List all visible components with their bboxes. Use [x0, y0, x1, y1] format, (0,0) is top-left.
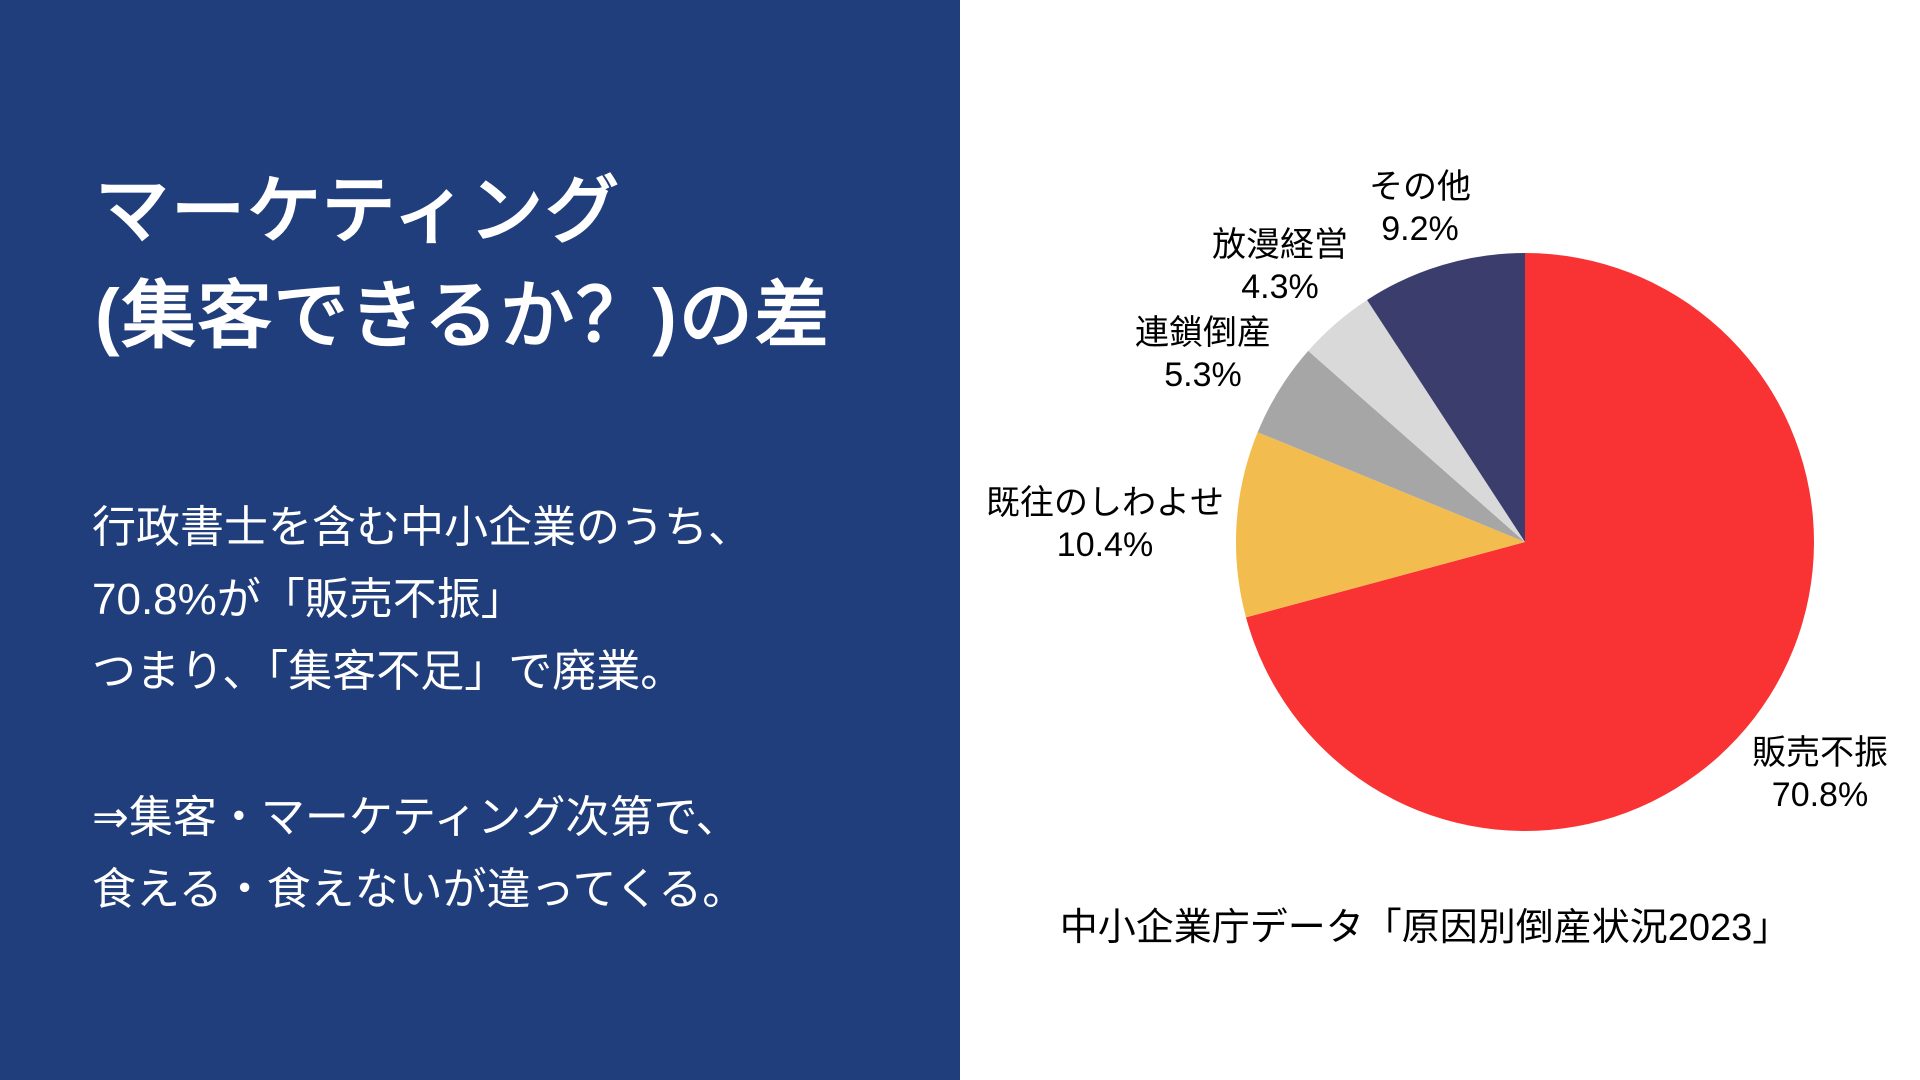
body-paragraph-1: 行政書士を含む中小企業のうち、 70.8%が「販売不振」 つまり、「集客不足」で… — [92, 492, 752, 708]
pie-label-name: 既往のしわよせ — [986, 484, 1224, 522]
body-para1-line2: 70.8%が「販売不振」 — [92, 575, 525, 624]
body-para2-line2: 食える・食えないが違ってくる。 — [92, 865, 747, 914]
pie-label-houman-keiei: 放漫経営 4.3% — [1150, 224, 1410, 308]
pie-label-value: 5.3% — [1164, 356, 1242, 394]
pie-slice-販売不振 — [1246, 253, 1814, 831]
pie-label-name: その他 — [1369, 168, 1471, 206]
pie-label-rensa-tousan: 連鎖倒産 5.3% — [1073, 312, 1333, 396]
pie-label-name: 販売不振 — [1752, 734, 1888, 772]
body-para2-line1: ⇒集客・マーケティング次第で、 — [92, 793, 740, 842]
slide-title-line2: (集客できるか？)の差 — [95, 274, 831, 357]
slide-title: マーケティング (集客できるか？)の差 — [95, 158, 831, 368]
pie-label-value: 4.3% — [1241, 268, 1319, 306]
chart-source-caption: 中小企業庁データ「原因別倒産状況2023」 — [1059, 907, 1791, 949]
pie-label-value: 70.8% — [1771, 776, 1869, 814]
slide-title-line1: マーケティング — [95, 169, 622, 252]
pie-chart — [1236, 253, 1814, 831]
pie-slice-放漫経営 — [1308, 299, 1525, 542]
pie-label-kiou-no-shiwayose: 既往のしわよせ 10.4% — [972, 482, 1238, 566]
pie-label-name: 放漫経営 — [1212, 226, 1348, 264]
pie-slice-既往のしわよせ — [1236, 432, 1525, 618]
chart-panel: 販売不振 70.8% 既往のしわよせ 10.4% 連鎖倒産 5.3% 放漫経営 … — [960, 0, 1920, 1080]
body-para1-line1: 行政書士を含む中小企業のうち、 — [92, 503, 752, 552]
left-text-panel: マーケティング (集客できるか？)の差 行政書士を含む中小企業のうち、 70.8… — [0, 0, 960, 1080]
pie-slice-連鎖倒産 — [1257, 350, 1525, 542]
pie-label-value: 10.4% — [1056, 526, 1154, 564]
pie-label-name: 連鎖倒産 — [1135, 314, 1271, 352]
pie-label-value: 9.2% — [1381, 210, 1459, 248]
pie-slice-その他 — [1367, 253, 1525, 542]
body-para1-line3: つまり、「集客不足」で廃業。 — [92, 647, 685, 696]
pie-label-hanbai-fushin: 販売不振 70.8% — [1690, 732, 1920, 816]
body-paragraph-2: ⇒集客・マーケティング次第で、 食える・食えないが違ってくる。 — [92, 782, 746, 926]
pie-label-sonota: その他 9.2% — [1290, 166, 1550, 250]
